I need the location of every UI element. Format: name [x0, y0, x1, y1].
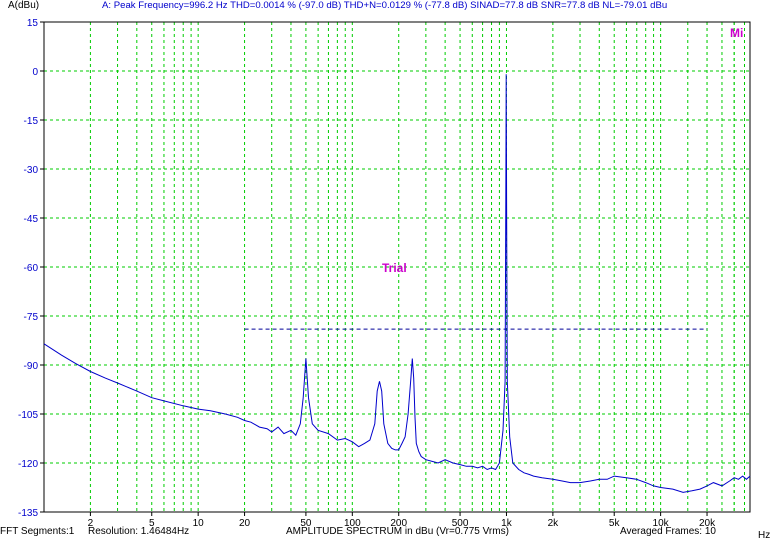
y-tick-label: 15: [27, 18, 39, 29]
y-tick-label: 0: [32, 67, 38, 78]
x-tick-label: 10k: [653, 518, 670, 529]
y-tick-label: -45: [24, 214, 39, 225]
spectrum-trace: [43, 74, 751, 493]
resolution: Resolution: 1.46484Hz: [88, 526, 190, 537]
x-tick-label: 5k: [609, 518, 621, 529]
y-unit-label: A(dBu): [8, 0, 40, 11]
logo-mark: Mi: [730, 26, 743, 40]
x-axis-ticks: 2 5 10 20 50 100 200 500 1k 2k 5k 10k 20k: [88, 512, 716, 529]
y-tick-label: -135: [18, 508, 38, 519]
y-tick-label: -75: [24, 312, 39, 323]
x-unit-label: Hz: [758, 530, 771, 541]
chart-grid: [43, 21, 750, 513]
y-tick-label: -120: [18, 459, 38, 470]
chart-title: AMPLITUDE SPECTRUM in dBu (Vr=0.775 Vrms…: [286, 526, 509, 537]
x-tick-label: 2: [88, 518, 94, 529]
y-tick-label: -60: [24, 263, 39, 274]
y-axis-ticks: 15 0 -15 -30 -45 -60 -75 -90 -105 -120 -135: [18, 18, 44, 519]
trial-watermark: Trial: [382, 261, 407, 275]
x-tick-label: 20: [239, 518, 251, 529]
y-tick-label: -30: [24, 165, 39, 176]
x-tick-label: 200: [390, 518, 407, 529]
x-tick-label: 2k: [548, 518, 560, 529]
x-tick-label: 5: [149, 518, 155, 529]
y-tick-label: -105: [18, 410, 38, 421]
y-tick-label: -15: [24, 116, 39, 127]
x-tick-label: 50: [300, 518, 312, 529]
x-tick-label: 20k: [699, 518, 716, 529]
measurement-readout: A: Peak Frequency=996.2 Hz THD=0.0014 % …: [102, 0, 668, 11]
x-tick-label: 10: [193, 518, 205, 529]
averaged-frames: Averaged Frames: 10: [620, 526, 716, 537]
x-tick-label: 100: [344, 518, 361, 529]
y-tick-label: -90: [24, 361, 39, 372]
x-tick-label: 500: [452, 518, 469, 529]
x-tick-label: 1k: [501, 518, 513, 529]
fft-segments: FFT Segments:1: [0, 526, 75, 537]
